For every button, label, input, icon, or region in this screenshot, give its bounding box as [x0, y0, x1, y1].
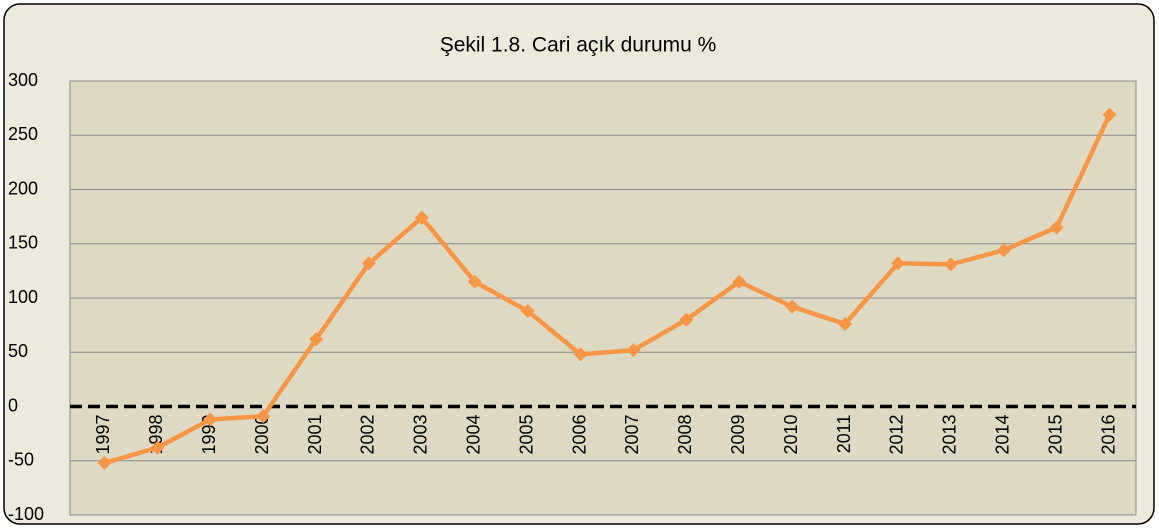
- marker: [309, 332, 324, 347]
- x-tick-label: 2004: [464, 415, 484, 455]
- marker: [520, 304, 535, 319]
- marker: [679, 312, 694, 327]
- marker: [414, 210, 429, 225]
- y-tick-label: 250: [8, 124, 38, 144]
- x-tick-label: 2002: [358, 415, 378, 455]
- marker: [573, 347, 588, 362]
- y-tick-label: -50: [8, 450, 34, 470]
- x-tick-label: 2005: [516, 415, 536, 455]
- x-tick-label: 2013: [940, 415, 960, 455]
- y-tick-label: 150: [8, 233, 38, 253]
- marker: [256, 409, 271, 424]
- marker: [996, 243, 1011, 258]
- x-tick-label: 1997: [93, 415, 113, 455]
- x-tick-label: 2012: [887, 415, 907, 455]
- x-tick-label: 2015: [1045, 415, 1065, 455]
- x-tick-label: 2009: [728, 415, 748, 455]
- marker: [732, 274, 747, 289]
- x-tick-label: 2010: [781, 415, 801, 455]
- marker: [1049, 220, 1064, 235]
- x-tick-label: 2008: [675, 415, 695, 455]
- marker: [785, 299, 800, 314]
- y-tick-label: 200: [8, 178, 38, 198]
- marker: [838, 317, 853, 332]
- marker: [1102, 107, 1117, 122]
- y-tick-label: 100: [8, 287, 38, 307]
- x-tick-label: 2007: [622, 415, 642, 455]
- chart-title: Şekil 1.8. Cari açık durumu %: [440, 34, 717, 57]
- marker: [150, 440, 165, 455]
- marker: [467, 274, 482, 289]
- x-tick-label: 2011: [834, 415, 854, 454]
- marker: [626, 343, 641, 358]
- x-tick-label: 2006: [569, 415, 589, 455]
- marker: [943, 257, 958, 272]
- y-tick-label: 50: [8, 341, 28, 361]
- x-tick-label: 2001: [305, 415, 325, 455]
- marker: [361, 256, 376, 271]
- x-tick-label: 2000: [252, 415, 272, 455]
- marker: [97, 455, 112, 470]
- y-tick-label: -100: [8, 504, 44, 524]
- x-tick-label: 2003: [411, 415, 431, 455]
- x-tick-label: 2016: [1098, 415, 1118, 455]
- y-tick-label: 0: [8, 395, 18, 415]
- y-tick-label: 300: [8, 70, 38, 90]
- line: [103, 113, 1112, 466]
- marker: [203, 412, 218, 427]
- x-tick-label: 2014: [993, 415, 1013, 455]
- marker: [890, 256, 905, 271]
